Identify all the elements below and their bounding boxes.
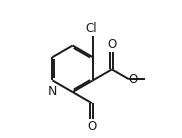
Text: O: O [129, 73, 138, 86]
Text: Cl: Cl [86, 22, 97, 35]
Text: N: N [48, 85, 57, 98]
Text: O: O [87, 120, 96, 133]
Text: O: O [107, 38, 116, 51]
